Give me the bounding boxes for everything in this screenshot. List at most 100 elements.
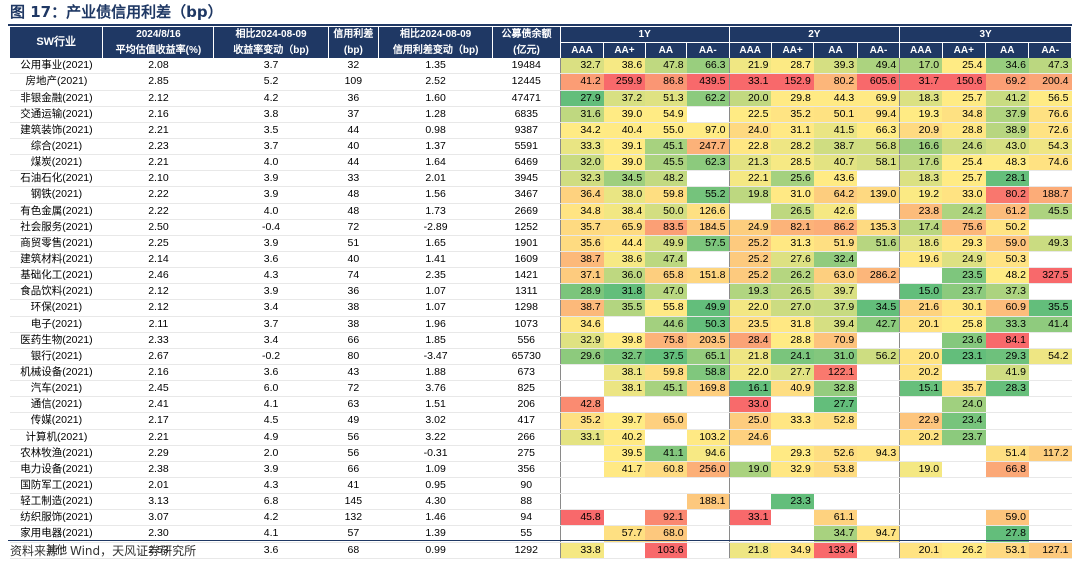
- industry-cell: 其他: [10, 542, 103, 559]
- spread-heat-cell: 152.9: [771, 73, 814, 91]
- spread-heat-cell: 38.7: [559, 251, 604, 269]
- balance-cell: 3467: [492, 186, 561, 204]
- industry-cell: 建筑装饰(2021): [10, 122, 103, 139]
- spread-change-cell: 0.99: [378, 542, 493, 559]
- avg-yield-cell: 2.85: [102, 73, 214, 91]
- spread-heat-cell: 26.2: [771, 267, 814, 285]
- industry-cell: 非银金融(2021): [10, 90, 103, 107]
- spread-heat-cell: 25.2: [728, 251, 772, 269]
- spread-heat-cell: 24.9: [942, 251, 986, 269]
- source-note: 资料来源：Wind，天风证券研究所: [10, 544, 197, 558]
- spread-cell: 72: [328, 219, 379, 236]
- spread-heat-cell: 40.4: [603, 122, 646, 139]
- spread-heat-cell: 127.1: [1028, 542, 1072, 559]
- yield-change-cell: 3.9: [213, 170, 329, 188]
- yield-change-cell: 3.7: [213, 316, 329, 333]
- spread-heat-cell: 32.8: [813, 380, 858, 398]
- spread-heat-cell: 133.4: [813, 542, 858, 559]
- spread-heat-cell: 259.9: [603, 73, 646, 91]
- spread-heat-cell: 169.8: [686, 380, 729, 398]
- avg-yield-cell: 2.22: [102, 186, 214, 204]
- industry-cell: 轻工制造(2021): [10, 493, 103, 511]
- spread-heat-cell: 58.8: [686, 364, 729, 382]
- spread-heat-cell: [1028, 493, 1072, 511]
- header-avg-yield: 平均估值收益率(%): [102, 42, 215, 59]
- header-rating-aaa: AAA: [729, 42, 772, 59]
- spread-heat-cell: [857, 380, 900, 398]
- spread-heat-cell: [686, 106, 729, 123]
- yield-change-cell: -0.2: [213, 348, 329, 365]
- spread-heat-cell: 47.4: [645, 251, 687, 269]
- spread-heat-cell: [559, 445, 604, 462]
- yield-change-cell: 5.2: [213, 73, 329, 91]
- table-row: 石油石化(2021) 2.10 3.9 33 2.01 3945 32.3 34.5 48.2 2…: [10, 170, 1072, 188]
- spread-change-cell: 1.56: [378, 186, 493, 204]
- table-row: 建筑装饰(2021) 2.21 3.5 44 0.98 9387 34.2 40.4 55.0 9…: [10, 122, 1072, 139]
- yield-change-cell: 3.7: [213, 138, 329, 156]
- spread-cell: 80: [328, 348, 379, 365]
- industry-cell: 环保(2021): [10, 299, 103, 317]
- spread-change-cell: 1.85: [378, 332, 493, 349]
- spread-heat-cell: 69.2: [985, 73, 1029, 91]
- spread-cell: 49: [328, 412, 379, 430]
- spread-cell: 109: [328, 73, 379, 91]
- balance-cell: 417: [492, 412, 561, 430]
- table-row: 国防军工(2021) 2.01 4.3 41 0.95 90: [10, 477, 1072, 495]
- spread-heat-cell: 75.8: [645, 332, 687, 349]
- spread-heat-cell: 51.3: [645, 90, 687, 107]
- spread-heat-cell: 24.1: [771, 348, 814, 365]
- spread-heat-cell: 26.2: [942, 542, 986, 559]
- spread-heat-cell: 44.6: [645, 316, 687, 333]
- spread-heat-cell: 24.0: [942, 396, 986, 414]
- spread-cell: 36: [328, 283, 379, 301]
- spread-heat-cell: 35.5: [603, 299, 646, 317]
- spread-heat-cell: 31.8: [603, 283, 646, 301]
- spread-cell: 38: [328, 316, 379, 333]
- spread-heat-cell: 65.0: [645, 412, 687, 430]
- industry-cell: 通信(2021): [10, 396, 103, 414]
- table-body: 公用事业(2021) 2.08 3.7 32 1.35 19484 32.7 38.6 47.8…: [10, 58, 1072, 559]
- industry-cell: 有色金属(2021): [10, 203, 103, 220]
- table-row: 房地产(2021) 2.85 5.2 109 2.52 12445 41.2 259.9 86.…: [10, 73, 1072, 91]
- yield-change-cell: 4.3: [213, 477, 329, 495]
- spread-heat-cell: 41.9: [985, 364, 1029, 382]
- spread-heat-cell: 39.4: [813, 316, 858, 333]
- industry-cell: 建筑材料(2021): [10, 251, 103, 269]
- spread-change-cell: 1.07: [378, 299, 493, 317]
- spread-heat-cell: 43.0: [985, 138, 1029, 156]
- spread-heat-cell: [1028, 219, 1072, 236]
- spread-heat-cell: 69.9: [857, 90, 900, 107]
- spread-heat-cell: 18.3: [899, 170, 943, 188]
- table-row: 传媒(2021) 2.17 4.5 49 3.02 417 35.2 39.7 65.0 25.0…: [10, 412, 1072, 430]
- avg-yield-cell: 2.21: [102, 122, 214, 139]
- yield-change-cell: 3.4: [213, 299, 329, 317]
- spread-change-cell: 2.01: [378, 170, 493, 188]
- spread-heat-cell: 66.3: [857, 122, 900, 139]
- spread-heat-cell: 27.0: [771, 299, 814, 317]
- spread-heat-cell: 76.6: [1028, 106, 1072, 123]
- header-group-2y: 2Y: [729, 27, 901, 44]
- spread-heat-cell: 48.2: [985, 267, 1029, 285]
- spread-heat-cell: 74.6: [1028, 154, 1072, 172]
- balance-cell: 65730: [492, 348, 561, 365]
- balance-cell: 55: [492, 525, 561, 543]
- avg-yield-cell: 2.29: [102, 445, 214, 462]
- spread-heat-cell: [857, 203, 900, 220]
- table-row: 纺织服饰(2021) 3.07 4.2 132 1.46 94 45.8 92.1 33.1 61…: [10, 509, 1072, 527]
- spread-heat-cell: 27.7: [813, 396, 858, 414]
- spread-heat-cell: 50.2: [985, 219, 1029, 236]
- table-row: 交通运输(2021) 2.16 3.8 37 1.28 6835 31.6 39.0 54.9 2…: [10, 106, 1072, 123]
- spread-heat-cell: 203.5: [686, 332, 729, 349]
- avg-yield-cell: 2.67: [102, 348, 214, 365]
- spread-heat-cell: 23.7: [942, 283, 986, 301]
- header-yield-date: 2024/8/16: [102, 27, 215, 43]
- spread-heat-cell: 54.2: [1028, 348, 1072, 365]
- spread-heat-cell: [686, 283, 729, 301]
- yield-change-cell: 3.9: [213, 186, 329, 204]
- balance-cell: 825: [492, 380, 561, 398]
- balance-cell: 6469: [492, 154, 561, 172]
- spread-heat-cell: 33.8: [559, 542, 604, 559]
- spread-cell: 66: [328, 332, 379, 349]
- balance-cell: 356: [492, 461, 561, 478]
- spread-heat-cell: [559, 461, 604, 478]
